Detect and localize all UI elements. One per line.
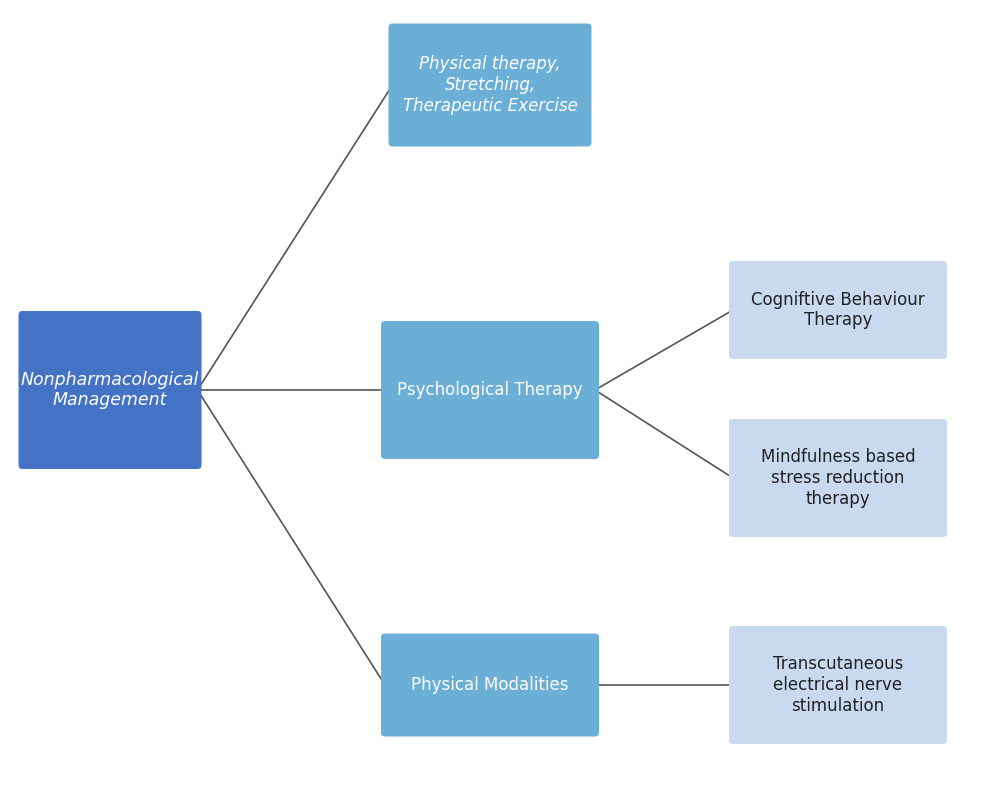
Text: Transcutaneous
electrical nerve
stimulation: Transcutaneous electrical nerve stimulat…: [773, 655, 903, 715]
Text: Cogniftive Behaviour
Therapy: Cogniftive Behaviour Therapy: [751, 290, 925, 330]
FancyBboxPatch shape: [381, 321, 599, 459]
FancyBboxPatch shape: [729, 261, 947, 359]
Text: Physical therapy,
Stretching,
Therapeutic Exercise: Physical therapy, Stretching, Therapeuti…: [402, 55, 578, 115]
Text: Psychological Therapy: Psychological Therapy: [397, 381, 583, 399]
Text: Nonpharmacological
Management: Nonpharmacological Management: [21, 371, 199, 410]
FancyBboxPatch shape: [19, 311, 201, 469]
FancyBboxPatch shape: [381, 633, 599, 736]
Text: Mindfulness based
stress reduction
therapy: Mindfulness based stress reduction thera…: [760, 448, 915, 508]
FancyBboxPatch shape: [388, 24, 592, 147]
Text: Physical Modalities: Physical Modalities: [411, 676, 569, 694]
FancyBboxPatch shape: [729, 419, 947, 537]
FancyBboxPatch shape: [729, 626, 947, 744]
